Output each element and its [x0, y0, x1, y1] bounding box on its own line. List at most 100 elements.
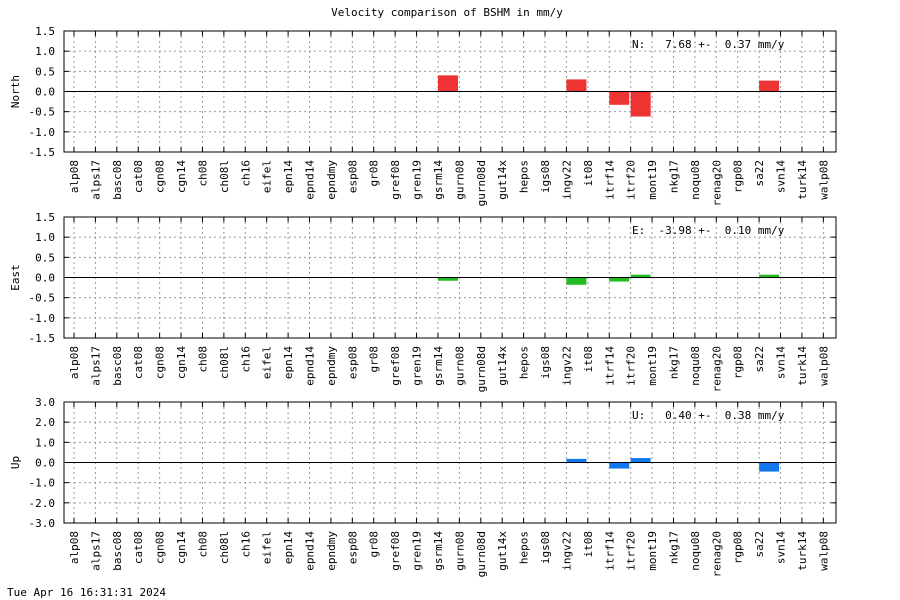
- x-tick-label: noqu08: [689, 346, 702, 386]
- x-tick-label: eifel: [261, 531, 274, 564]
- bar-itrf20: [630, 274, 651, 278]
- x-tick-label: ch08l: [218, 346, 231, 379]
- x-tick-label: sa22: [753, 531, 766, 558]
- x-tick-label: epndmy: [325, 346, 338, 386]
- x-tick-label: ch08l: [218, 531, 231, 564]
- x-tick-label: ingv22: [560, 160, 573, 200]
- x-tick-label: svn14: [775, 160, 788, 193]
- y-tick-label: 1.5: [35, 25, 55, 38]
- x-tick-label: esp08: [346, 531, 359, 564]
- x-tick-label: cat08: [132, 346, 145, 379]
- x-tick-label: alp08: [68, 346, 81, 379]
- x-tick-label: nkg17: [667, 346, 680, 379]
- x-tick-label: sa22: [753, 346, 766, 373]
- y-tick-label: 3.0: [35, 396, 55, 409]
- x-tick-label: ch08: [196, 160, 209, 187]
- x-tick-label: rgp08: [732, 531, 745, 564]
- x-tick-label: cgn08: [154, 160, 167, 193]
- bar-sa22: [759, 274, 780, 278]
- panel-annotation: E: -3.98 +- 0.10 mm/y: [632, 224, 785, 237]
- x-tick-label: gurn08d: [475, 531, 488, 577]
- x-tick-label: mont19: [646, 160, 659, 200]
- y-tick-label: -0.5: [29, 292, 56, 305]
- x-tick-label: noqu08: [689, 160, 702, 200]
- x-tick-label: epndmy: [325, 531, 338, 571]
- x-tick-label: gren19: [411, 531, 424, 571]
- x-tick-label: itrf20: [625, 346, 638, 386]
- x-tick-label: walp08: [817, 531, 830, 571]
- y-tick-label: -2.0: [29, 497, 56, 510]
- x-tick-label: itrf14: [603, 346, 616, 386]
- x-tick-label: gren19: [411, 160, 424, 200]
- panel-north: -1.5 -1.0 -0.5 0.0 0.5 1.0 1.5 alp08 alps17 basc0…: [9, 25, 837, 206]
- x-tick-label: rgp08: [732, 346, 745, 379]
- x-tick-label: cgn14: [175, 160, 188, 193]
- panel-annotation: N: 7.68 +- 0.37 mm/y: [632, 38, 785, 51]
- x-tick-label: hepos: [518, 531, 531, 564]
- x-tick-label: itrf14: [603, 160, 616, 200]
- x-tick-label: gsrm14: [432, 346, 445, 386]
- x-tick-label: turk14: [796, 346, 809, 386]
- x-tick-label: alp08: [68, 160, 81, 193]
- y-tick-label: 0.5: [35, 65, 55, 78]
- x-tick-label: cat08: [132, 160, 145, 193]
- x-tick-label: itrf20: [625, 531, 638, 571]
- bar-sa22: [759, 462, 780, 472]
- y-tick-label: 1.0: [35, 436, 55, 449]
- x-tick-label: svn14: [775, 346, 788, 379]
- x-tick-label: hepos: [518, 160, 531, 193]
- x-tick-label: alps17: [89, 346, 102, 386]
- x-tick-label: walp08: [817, 346, 830, 386]
- timestamp-footer: Tue Apr 16 16:31:31 2024: [7, 586, 166, 599]
- x-tick-label: it08: [582, 160, 595, 187]
- x-tick-label: epn14: [282, 160, 295, 193]
- bar-itrf20: [630, 458, 651, 463]
- y-tick-label: 2.0: [35, 416, 55, 429]
- x-tick-label: ingv22: [560, 531, 573, 571]
- y-tick-label: -0.5: [29, 106, 56, 119]
- panel-up: -3.0 -2.0 -1.0 0.0 1.0 2.0 3.0 alp08 alps17 basc0…: [9, 396, 837, 577]
- x-tick-label: renag20: [710, 160, 723, 206]
- x-tick-label: renag20: [710, 346, 723, 392]
- y-tick-label: 0.0: [35, 86, 55, 99]
- x-tick-label: noqu08: [689, 531, 702, 571]
- x-tick-label: igs08: [539, 531, 552, 564]
- x-tick-label: gr08: [368, 346, 381, 373]
- x-tick-label: gref08: [389, 160, 402, 200]
- x-tick-label: gr08: [368, 160, 381, 187]
- y-tick-label: -1.5: [29, 332, 56, 345]
- panel-east: -1.5 -1.0 -0.5 0.0 0.5 1.0 1.5 alp08 alps17 basc0…: [9, 211, 837, 392]
- y-axis-label: North: [9, 75, 22, 108]
- x-tick-label: igs08: [539, 346, 552, 379]
- x-tick-label: gurn08: [453, 346, 466, 386]
- y-tick-label: 0.0: [35, 457, 55, 470]
- x-tick-label: gr08: [368, 531, 381, 558]
- x-tick-label: igs08: [539, 160, 552, 193]
- bar-itrf14: [609, 91, 630, 105]
- x-tick-label: walp08: [817, 160, 830, 200]
- y-tick-label: 1.5: [35, 211, 55, 224]
- x-tick-label: basc08: [111, 160, 124, 200]
- x-tick-label: nkg17: [667, 160, 680, 193]
- x-tick-label: eifel: [261, 346, 274, 379]
- x-tick-label: mont19: [646, 346, 659, 386]
- x-tick-label: it08: [582, 346, 595, 373]
- bar-itrf14: [609, 462, 630, 469]
- y-tick-label: -3.0: [29, 517, 56, 530]
- x-tick-label: epnd14: [304, 346, 317, 386]
- x-tick-label: gref08: [389, 531, 402, 571]
- x-tick-label: itrf20: [625, 160, 638, 200]
- x-tick-label: cgn14: [175, 531, 188, 564]
- x-tick-label: cgn08: [154, 531, 167, 564]
- x-tick-label: gsrm14: [432, 531, 445, 571]
- x-tick-label: rgp08: [732, 160, 745, 193]
- bar-itrf14: [609, 277, 630, 282]
- bar-ingv22: [566, 79, 587, 92]
- x-tick-label: ch16: [239, 160, 252, 187]
- x-tick-label: gut14x: [496, 160, 509, 200]
- x-tick-label: svn14: [775, 531, 788, 564]
- x-tick-label: cgn14: [175, 346, 188, 379]
- x-tick-label: gut14x: [496, 531, 509, 571]
- x-tick-label: esp08: [346, 346, 359, 379]
- x-tick-label: basc08: [111, 346, 124, 386]
